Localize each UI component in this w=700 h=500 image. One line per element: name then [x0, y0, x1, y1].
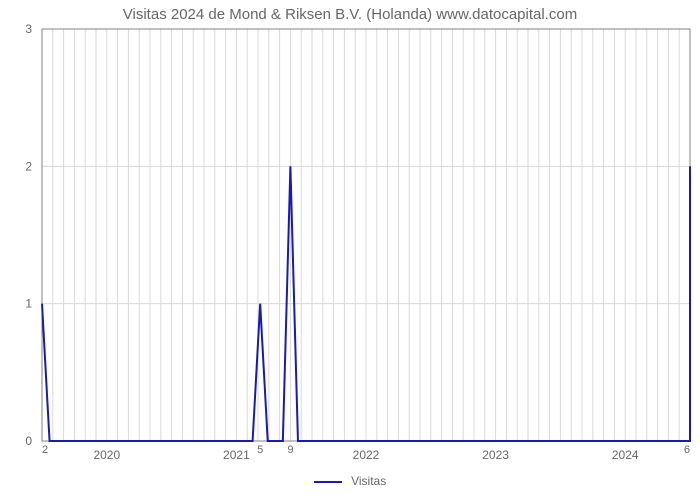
- line-chart: 0 1 2 3 2020 2021 2022 2023 2024 2 5 9 6: [0, 23, 700, 469]
- value-label: 6: [684, 444, 690, 456]
- y-tick-label: 2: [25, 159, 32, 173]
- legend: Visitas: [0, 474, 700, 488]
- legend-label: Visitas: [351, 474, 386, 488]
- chart-title: Visitas 2024 de Mond & Riksen B.V. (Hola…: [0, 0, 700, 23]
- y-tick-label: 1: [25, 297, 32, 311]
- value-label: 9: [287, 444, 293, 456]
- x-year-label: 2024: [612, 448, 639, 462]
- y-tick-label: 0: [25, 434, 32, 448]
- y-tick-label: 3: [25, 23, 32, 36]
- value-label: 2: [42, 444, 48, 456]
- chart-area: 0 1 2 3 2020 2021 2022 2023 2024 2 5 9 6: [0, 23, 700, 474]
- value-label: 5: [257, 444, 263, 456]
- legend-swatch: [314, 481, 342, 483]
- x-year-label: 2022: [353, 448, 380, 462]
- x-year-label: 2021: [223, 448, 250, 462]
- x-year-label: 2023: [482, 448, 509, 462]
- x-year-label: 2020: [93, 448, 120, 462]
